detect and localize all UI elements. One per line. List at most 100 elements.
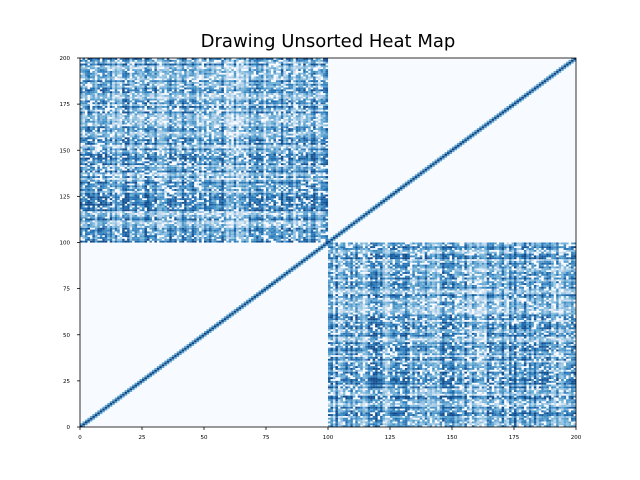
- heatmap-cell: [129, 59, 133, 62]
- heatmap-cell: [107, 181, 110, 184]
- heatmap-cell: [137, 233, 140, 236]
- heatmap-cell: [117, 67, 120, 70]
- heatmap-cell: [109, 233, 113, 236]
- heatmap-cell: [171, 170, 175, 173]
- heatmap-cell: [102, 240, 105, 243]
- heatmap-cell: [171, 104, 175, 107]
- heatmap-cell: [149, 65, 152, 68]
- heatmap-cell: [206, 70, 210, 73]
- heatmap-cell: [122, 163, 125, 166]
- heatmap-cell: [194, 224, 197, 226]
- heatmap-cell: [109, 87, 113, 90]
- heatmap-cell: [174, 183, 177, 186]
- heatmap-cell: [171, 157, 175, 160]
- heatmap-cell: [132, 227, 135, 230]
- heatmap-cell: [208, 59, 212, 62]
- heatmap-cell: [144, 87, 148, 90]
- heatmap-cell: [109, 96, 113, 99]
- heatmap-cell: [171, 238, 175, 241]
- heatmap-cell: [142, 59, 145, 62]
- heatmap-cell: [89, 61, 93, 64]
- heatmap-cell: [211, 327, 214, 330]
- heatmap-cell: [164, 211, 167, 214]
- heatmap-cell: [171, 150, 175, 153]
- heatmap-cell: [97, 155, 100, 158]
- heatmap-cell: [132, 189, 135, 191]
- heatmap-cell: [176, 87, 180, 90]
- heatmap-cell: [149, 165, 152, 167]
- heatmap-cell: [218, 80, 222, 83]
- heatmap-cell: [208, 240, 212, 243]
- heatmap-cell: [159, 94, 162, 97]
- heatmap-cell: [171, 209, 175, 212]
- heatmap-cell: [142, 238, 145, 241]
- heatmap-cell: [119, 220, 123, 223]
- heatmap-cell: [216, 89, 219, 92]
- heatmap-cell: [181, 61, 185, 64]
- heatmap-cell: [97, 181, 100, 184]
- heatmap-cell: [87, 183, 90, 186]
- heatmap-cell: [84, 81, 88, 84]
- heatmap-cell: [213, 235, 217, 238]
- heatmap-cell: [228, 159, 232, 162]
- heatmap-cell: [109, 58, 113, 60]
- heatmap-cell: [99, 124, 103, 127]
- heatmap-cell: [211, 163, 214, 166]
- heatmap-cell: [151, 63, 155, 66]
- heatmap-cell: [201, 235, 205, 238]
- heatmap-cell: [82, 111, 86, 114]
- heatmap-cell: [144, 129, 148, 132]
- heatmap-cell: [176, 224, 180, 226]
- heatmap-cell: [134, 384, 138, 387]
- heatmap-cell: [218, 87, 222, 90]
- heatmap-cell: [151, 65, 155, 68]
- heatmap-cell: [132, 163, 135, 166]
- heatmap-cell: [216, 172, 219, 175]
- heatmap-cell: [97, 93, 100, 95]
- heatmap-cell: [184, 224, 187, 226]
- heatmap-cell: [174, 63, 177, 66]
- heatmap-cell: [208, 81, 212, 84]
- heatmap-cell: [112, 399, 115, 402]
- heatmap-cell: [199, 67, 202, 70]
- heatmap-cell: [166, 100, 170, 103]
- heatmap-cell: [186, 194, 190, 197]
- heatmap-cell: [181, 185, 185, 188]
- heatmap-cell: [102, 107, 105, 110]
- heatmap-cell: [226, 174, 229, 177]
- heatmap-cell: [176, 201, 180, 204]
- heatmap-cell: [149, 371, 152, 374]
- heatmap-cell: [201, 224, 205, 226]
- heatmap-cell: [179, 201, 182, 204]
- heatmap-cell: [181, 128, 185, 131]
- heatmap-cell: [189, 214, 192, 217]
- heatmap-cell: [199, 218, 202, 221]
- heatmap-cell: [132, 133, 135, 136]
- heatmap-cell: [174, 133, 177, 136]
- heatmap-cell: [196, 65, 200, 68]
- heatmap-cell: [99, 70, 103, 73]
- heatmap-cell: [139, 124, 143, 127]
- heatmap-cell: [176, 222, 180, 225]
- heatmap-cell: [104, 203, 108, 206]
- heatmap-cell: [164, 236, 167, 239]
- heatmap-cell: [199, 61, 202, 64]
- heatmap-cell: [169, 220, 172, 223]
- heatmap-cell: [181, 187, 185, 190]
- heatmap-cell: [184, 131, 187, 134]
- heatmap-cell: [112, 91, 115, 94]
- heatmap-cell: [204, 94, 207, 97]
- heatmap-cell: [139, 165, 143, 167]
- heatmap-cell: [80, 104, 83, 107]
- heatmap-cell: [204, 98, 207, 101]
- heatmap-cell: [176, 235, 180, 238]
- heatmap-cell: [87, 157, 90, 160]
- heatmap-cell: [213, 192, 217, 195]
- heatmap-cell: [191, 187, 195, 190]
- heatmap-cell: [139, 168, 143, 171]
- heatmap-cell: [181, 146, 185, 149]
- heatmap-cell: [166, 102, 170, 105]
- heatmap-cell: [201, 80, 205, 83]
- heatmap-cell: [124, 148, 128, 151]
- heatmap-cell: [139, 157, 143, 160]
